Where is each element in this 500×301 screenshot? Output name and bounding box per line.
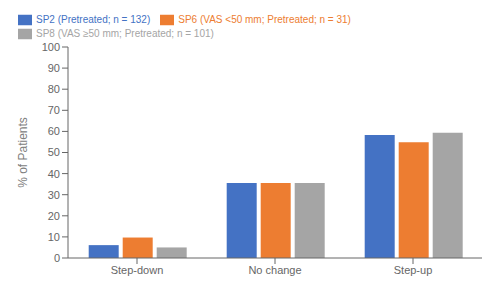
html-text:SP2 (Pretreated; n = 132): SP2 (Pretreated; n = 132) <box>36 13 151 25</box>
svg-text:80: 80 <box>48 83 60 95</box>
svg-text:% of Patients: % of Patients <box>16 117 30 188</box>
svg-text:Step-down: Step-down <box>111 264 164 276</box>
svg-text:0: 0 <box>54 252 60 264</box>
svg-text:10: 10 <box>48 231 60 243</box>
svg-text:30: 30 <box>48 189 60 201</box>
svg-text:20: 20 <box>48 210 60 222</box>
svg-text:60: 60 <box>48 125 60 137</box>
html-text:SP6 (VAS <50 mm; Pretreated; n: SP6 (VAS <50 mm; Pretreated; n = 31) <box>178 13 351 25</box>
svg-text:70: 70 <box>48 104 60 116</box>
svg-text:No change: No change <box>248 264 301 276</box>
html-text:SP8 (VAS ≥50 mm; Pretreated; n: SP8 (VAS ≥50 mm; Pretreated; n = 101) <box>36 27 214 39</box>
svg-text:40: 40 <box>48 168 60 180</box>
svg-text:Step-up: Step-up <box>394 264 433 276</box>
svg-text:90: 90 <box>48 62 60 74</box>
svg-text:50: 50 <box>48 146 60 158</box>
svg-text:100: 100 <box>42 41 60 53</box>
